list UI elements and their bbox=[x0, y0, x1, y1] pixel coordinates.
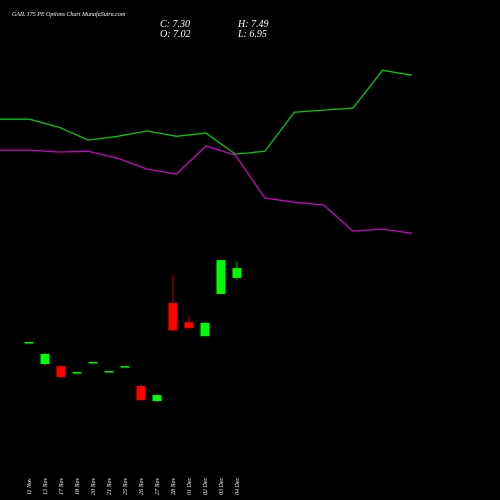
candle-body bbox=[152, 395, 162, 402]
candle-body bbox=[72, 372, 82, 374]
x-tick-label: 18 Nov bbox=[75, 477, 81, 495]
candle-body bbox=[40, 353, 50, 365]
open-value: O: 7.02 bbox=[160, 29, 191, 40]
candle-body bbox=[120, 366, 130, 368]
x-tick-label: 02 Dec bbox=[203, 478, 209, 495]
x-tick-label: 01 Dec bbox=[187, 478, 193, 495]
x-tick-label: 20 Nov bbox=[91, 477, 97, 495]
x-tick-label: 17 Nov bbox=[59, 477, 65, 495]
x-tick-label: 04 Dec bbox=[234, 478, 241, 495]
candle-body bbox=[56, 366, 66, 377]
indicator-line bbox=[0, 145, 413, 234]
chart-title: GAIL 175 PE Options Chart MunafaSutra.co… bbox=[12, 11, 126, 18]
x-tick-label: 13 Nov bbox=[43, 477, 49, 495]
x-tick-label: 27 Nov bbox=[155, 477, 161, 495]
candle-body bbox=[184, 322, 194, 329]
candle-body bbox=[136, 386, 146, 400]
x-tick-label: 03 Dec bbox=[219, 478, 225, 495]
candle-body bbox=[88, 361, 98, 364]
candle-body bbox=[200, 322, 210, 337]
x-tick-label: 28 Nov bbox=[171, 477, 177, 495]
candle-body bbox=[168, 303, 178, 331]
high-value: H: 7.49 bbox=[237, 19, 269, 30]
x-tick-label: 25 Nov bbox=[123, 477, 129, 495]
x-tick-label: 21 Nov bbox=[107, 477, 113, 495]
low-value: L: 6.95 bbox=[237, 29, 267, 40]
x-tick-label: 11 Nov bbox=[27, 478, 33, 495]
candle-body bbox=[24, 342, 34, 344]
close-value: C: 7.30 bbox=[160, 19, 190, 30]
candle-body bbox=[104, 371, 114, 373]
candle-body bbox=[216, 260, 226, 294]
indicator-line bbox=[0, 69, 413, 155]
x-tick-label: 26 Nov bbox=[139, 477, 145, 495]
candle-body bbox=[232, 268, 242, 278]
